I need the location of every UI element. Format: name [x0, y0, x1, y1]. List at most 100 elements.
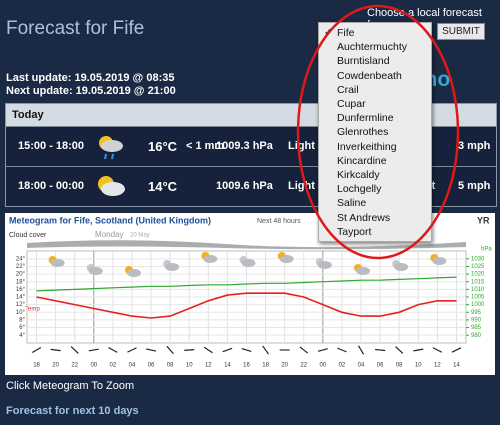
wind-arrow	[50, 348, 61, 352]
dropdown-option[interactable]: Kincardine	[337, 154, 387, 167]
dropdown-option[interactable]: Cupar	[337, 98, 366, 110]
y2-tick-label: 990	[471, 317, 482, 323]
check-mark: ✓	[324, 27, 333, 38]
x-tick-label: 02	[339, 363, 346, 369]
x-tick-label: 06	[148, 363, 155, 369]
cloud-icon	[317, 261, 332, 269]
x-tick-label: 18	[33, 363, 40, 369]
meteogram-subtitle: Next 48 hours	[257, 218, 301, 225]
dropdown-option[interactable]: Fife ✓	[324, 27, 355, 39]
next-update: Next update: 19.05.2019 @ 21:00	[6, 85, 176, 97]
time: 18:00 - 00:00	[18, 180, 85, 192]
x-tick-label: 14	[224, 363, 231, 369]
y-tick-label: 4°	[19, 333, 25, 339]
wind-arrow	[222, 347, 233, 353]
cloud-icon	[432, 257, 447, 265]
wind-arrow	[241, 347, 252, 353]
dropdown-option[interactable]: Crail	[337, 83, 359, 96]
x-tick-label: 04	[358, 363, 365, 369]
wind-arrow	[432, 347, 443, 353]
last-update: Last update: 19.05.2019 @ 08:35	[6, 72, 175, 84]
y2-tick-label: 1015	[471, 279, 485, 285]
cloud-icon	[126, 269, 141, 277]
wind-arrow	[337, 347, 347, 353]
x-tick-label: 06	[377, 363, 384, 369]
x-tick-label: 00	[90, 363, 97, 369]
meteogram-title: Meteogram for Fife, Scotland (United Kin…	[9, 215, 211, 225]
x-tick-label: 08	[167, 363, 174, 369]
x-tick-label: 16	[243, 363, 250, 369]
wind-arrow	[375, 348, 386, 352]
cloud-icon	[356, 267, 371, 275]
wind-arrow	[70, 346, 79, 354]
x-tick-label: 10	[186, 363, 193, 369]
cloud-icon	[279, 255, 294, 263]
wind-arrow	[357, 345, 365, 355]
y2-tick-label: 980	[471, 333, 482, 339]
page-title: Forecast for Fife	[6, 18, 145, 39]
temperature: 16°C	[148, 139, 178, 154]
y2-tick-label: 1005	[471, 295, 485, 301]
wind-speed: 5 mph	[458, 180, 491, 192]
cloud-label: Cloud cover	[9, 232, 47, 239]
wind-arrow	[395, 346, 404, 354]
x-tick-label: 10	[415, 363, 422, 369]
wind-arrow	[108, 347, 118, 353]
cloud-icon	[241, 259, 256, 267]
day-date: 20 May	[130, 233, 150, 239]
y2-unit: hPa	[481, 247, 492, 253]
y-tick-label: 24°	[16, 256, 26, 262]
dropdown-option[interactable]: Dunfermline	[337, 112, 394, 125]
wind-arrow	[317, 348, 328, 352]
y2-tick-label: 1020	[471, 272, 485, 278]
dropdown-option[interactable]: Saline	[337, 197, 367, 210]
x-tick-label: 20	[52, 363, 59, 369]
y2-tick-label: 1030	[471, 256, 485, 262]
y2-tick-label: 1010	[471, 287, 485, 293]
dropdown-option[interactable]: Auchtermuchty	[337, 41, 408, 54]
dropdown-option[interactable]: Cowdenbeath	[337, 69, 402, 82]
wind-arrow	[146, 348, 157, 352]
x-tick-label: 22	[71, 363, 78, 369]
dropdown-option[interactable]: Inverkeithing	[337, 140, 397, 153]
wind-arrow	[413, 348, 424, 352]
y-tick-label: 20°	[16, 272, 26, 278]
wind-arrow	[203, 346, 213, 354]
dropdown-option[interactable]: Kirkcaldy	[337, 169, 380, 181]
ten-day-link[interactable]: Forecast for next 10 days	[6, 405, 139, 417]
y-tick-label: 6°	[19, 325, 25, 331]
dropdown-option[interactable]: St Andrews	[337, 211, 391, 224]
x-tick-label: 20	[281, 363, 288, 369]
y2-tick-label: 1025	[471, 264, 485, 270]
dropdown-option[interactable]: Tayport	[337, 225, 372, 238]
wind-arrow	[31, 346, 42, 354]
cloud-icon	[165, 263, 180, 271]
temperature-line	[36, 292, 457, 319]
x-tick-label: 18	[262, 363, 269, 369]
weather-icon	[99, 136, 123, 160]
wind-speed: 3 mph	[458, 140, 491, 152]
y-tick-label: 8°	[19, 317, 25, 323]
wind-arrow	[451, 347, 462, 353]
temperature: 14°C	[148, 179, 178, 194]
y-tick-label: 12°	[16, 302, 26, 308]
location-dropdown[interactable]: Fife ✓ Auchtermuchty Burntisland Cowdenbeath…	[318, 22, 432, 242]
pressure: 1009.6 hPa	[216, 180, 273, 192]
precipitation: < 1 mm	[186, 140, 225, 152]
dropdown-option[interactable]: Glenrothes	[337, 126, 389, 139]
temp-label: Temp	[25, 307, 40, 313]
y-tick-label: 22°	[16, 264, 26, 270]
x-tick-label: 04	[129, 363, 136, 369]
x-tick-label: 08	[396, 363, 403, 369]
x-tick-label: 12	[434, 363, 441, 369]
wind-arrow	[299, 346, 309, 354]
cloud-icon	[394, 263, 409, 271]
y-tick-label: 18°	[16, 279, 26, 285]
dropdown-option[interactable]: Lochgelly	[337, 183, 382, 196]
y2-tick-label: 995	[471, 310, 482, 316]
dropdown-option[interactable]: Burntisland	[337, 55, 390, 68]
wind-arrow	[127, 347, 137, 353]
x-tick-label: 02	[110, 363, 117, 369]
submit-button[interactable]: SUBMIT	[437, 23, 485, 40]
